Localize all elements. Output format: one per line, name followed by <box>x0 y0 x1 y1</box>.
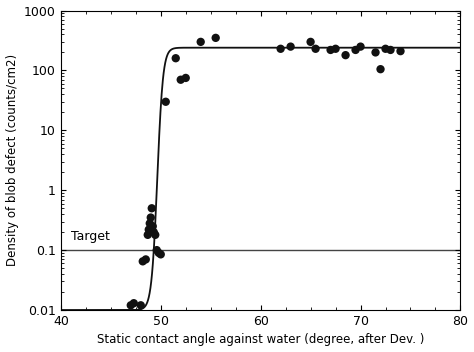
Point <box>327 47 334 53</box>
Point <box>352 47 359 53</box>
Point <box>177 77 184 82</box>
Point <box>137 302 145 308</box>
Point <box>357 44 365 49</box>
Point <box>146 221 154 226</box>
Point <box>172 55 180 61</box>
Point <box>145 227 153 232</box>
Point <box>387 47 394 53</box>
Point <box>153 247 161 253</box>
X-axis label: Static contact angle against water (degree, after Dev. ): Static contact angle against water (degr… <box>97 333 424 346</box>
Point <box>372 50 379 55</box>
Point <box>382 46 389 52</box>
Point <box>155 250 163 256</box>
Point <box>144 232 152 238</box>
Point <box>197 39 204 45</box>
Point <box>149 224 156 229</box>
Text: Target: Target <box>71 230 109 243</box>
Y-axis label: Density of blob defect (counts/cm2): Density of blob defect (counts/cm2) <box>6 54 18 266</box>
Point <box>332 46 339 52</box>
Point <box>162 99 170 105</box>
Point <box>157 252 164 257</box>
Point <box>150 229 157 235</box>
Point <box>277 46 284 52</box>
Point <box>342 52 349 58</box>
Point <box>148 206 155 211</box>
Point <box>182 75 190 81</box>
Point <box>397 48 404 54</box>
Point <box>139 258 146 264</box>
Point <box>312 46 319 52</box>
Point <box>307 39 314 45</box>
Point <box>142 257 150 262</box>
Point <box>127 302 135 308</box>
Point <box>130 300 137 306</box>
Point <box>212 35 219 41</box>
Point <box>377 67 384 72</box>
Point <box>287 44 294 49</box>
Point <box>152 232 159 238</box>
Point <box>147 215 155 220</box>
